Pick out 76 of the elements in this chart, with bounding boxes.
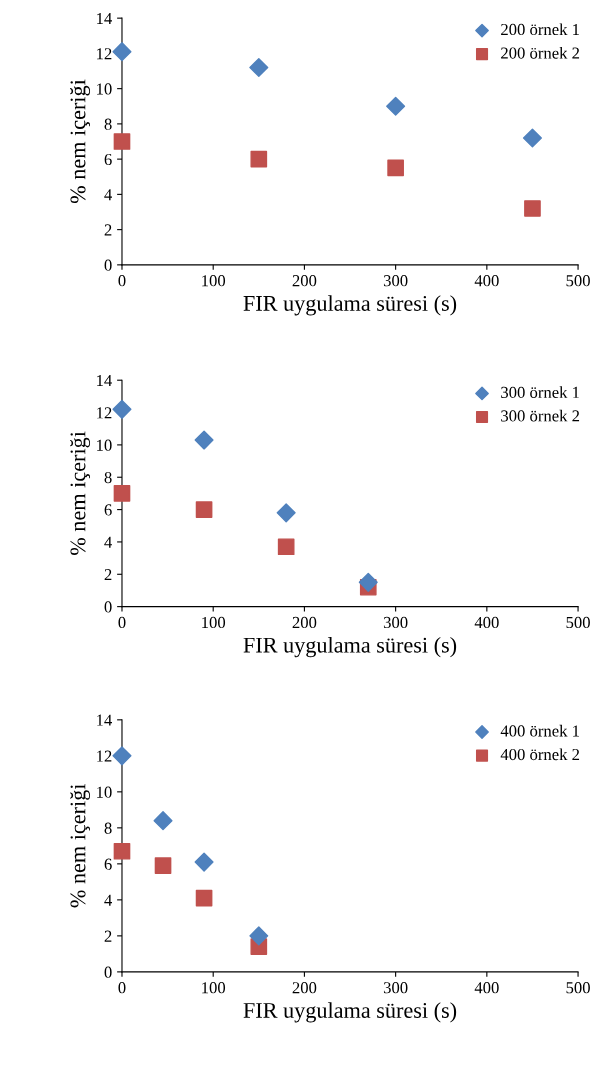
x-tick-label: 400: [474, 275, 499, 287]
y-tick-label: 10: [97, 439, 112, 451]
point: [112, 746, 132, 766]
y-tick-label: 4: [104, 536, 112, 548]
x-tick-label: 0: [118, 982, 126, 994]
x-tick-label: 300: [383, 982, 408, 994]
y-tick-label: 2: [104, 569, 112, 581]
point: [194, 852, 214, 872]
x-tick-label: 500: [566, 275, 590, 287]
point: [277, 538, 295, 556]
y-tick-label: 14: [97, 714, 112, 726]
y-tick-label: 2: [104, 224, 112, 236]
point: [387, 159, 404, 177]
legend-label: 200 örnek 2: [501, 46, 580, 59]
x-tick-label: 500: [566, 982, 590, 994]
y-tick-label: 6: [104, 858, 112, 870]
x-tick-label: 400: [474, 616, 499, 629]
point: [386, 96, 406, 116]
x-tick-label: 200: [292, 982, 317, 994]
point: [249, 57, 269, 78]
point: [249, 926, 269, 946]
y-tick-label: 14: [97, 12, 112, 24]
point: [522, 128, 542, 148]
x-tick-label: 0: [118, 616, 126, 629]
y-tick-label: 4: [104, 189, 112, 201]
x-axis-title: FIR uygulama süresi (s): [243, 1002, 457, 1023]
x-tick-label: 100: [202, 616, 226, 629]
y-tick-label: 14: [97, 374, 112, 386]
y-axis-title: % nem içeriği: [70, 783, 91, 908]
y-tick-label: 0: [104, 601, 112, 613]
x-tick-label: 500: [566, 616, 590, 629]
point: [250, 150, 268, 168]
legend-label: 300 örnek 1: [501, 386, 579, 398]
y-tick-label: 0: [104, 259, 112, 271]
point: [113, 485, 131, 502]
y-axis-title: % nem içeriği: [70, 431, 91, 555]
x-axis-title: FIR uygulama süresi (s): [243, 295, 457, 316]
x-tick-label: 0: [118, 275, 126, 287]
y-tick-label: 6: [104, 504, 112, 516]
point: [195, 501, 213, 518]
point: [195, 889, 213, 907]
y-axis-title: % nem içeriği: [70, 79, 91, 204]
y-tick-label: 12: [97, 750, 112, 762]
point: [113, 842, 131, 860]
legend-label: 400 örnek 2: [500, 748, 580, 761]
x-tick-label: 200: [292, 616, 317, 629]
y-tick-label: 8: [104, 471, 112, 484]
x-tick-label: 100: [202, 275, 226, 287]
y-tick-label: 12: [97, 407, 112, 419]
point: [153, 811, 173, 831]
y-tick-label: 10: [97, 786, 112, 798]
y-tick-label: 12: [97, 48, 112, 60]
y-tick-label: 8: [104, 118, 112, 130]
y-tick-label: 0: [104, 966, 112, 978]
legend-label: 400 örnek 1: [500, 724, 579, 737]
x-tick-label: 300: [383, 275, 408, 287]
y-tick-label: 2: [104, 930, 112, 942]
point: [358, 572, 378, 592]
point: [112, 42, 132, 62]
legend-label: 200 örnek 1: [501, 23, 579, 36]
y-tick-label: 6: [104, 153, 112, 166]
point: [276, 503, 296, 523]
x-tick-label: 400: [474, 982, 499, 994]
point: [194, 430, 214, 450]
point: [154, 857, 172, 874]
point: [112, 399, 132, 419]
x-tick-label: 300: [383, 616, 408, 629]
y-tick-label: 10: [97, 83, 112, 95]
x-tick-label: 100: [202, 982, 226, 994]
legend-label: 300 örnek 2: [501, 409, 580, 422]
point: [524, 200, 541, 217]
x-axis-title: FIR uygulama süresi (s): [243, 637, 457, 658]
x-tick-label: 200: [292, 275, 317, 287]
point: [113, 133, 131, 150]
y-tick-label: 8: [104, 822, 112, 834]
y-tick-label: 4: [104, 894, 112, 906]
